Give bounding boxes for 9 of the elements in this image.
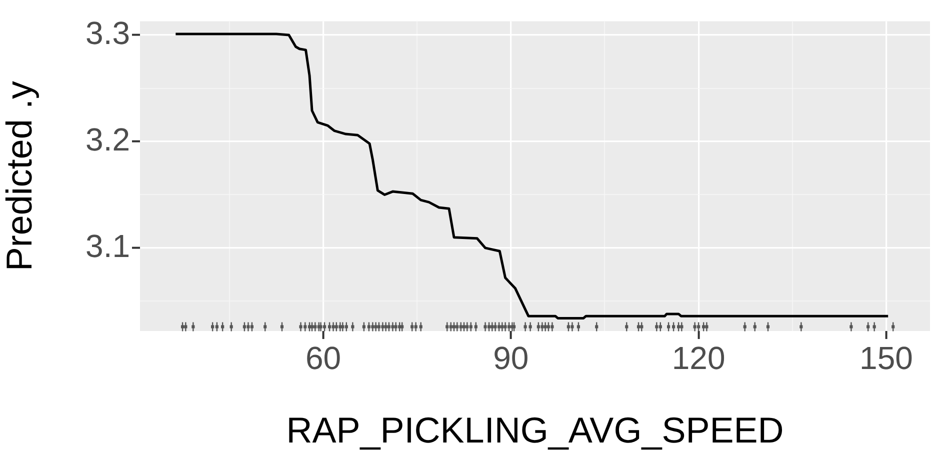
y-tick-label: 3.3: [86, 14, 130, 51]
y-tick-label: 3.1: [86, 228, 130, 264]
y-tick-label: 3.2: [86, 121, 130, 158]
x-tick-label: 150: [860, 340, 913, 376]
x-axis-title: RAP_PICKLING_AVG_SPEED: [286, 409, 784, 450]
x-tick-label: 90: [493, 340, 529, 376]
y-axis-title: Predicted .y: [0, 81, 40, 272]
x-tick-label: 60: [305, 340, 342, 376]
x-tick-label: 120: [672, 340, 726, 376]
